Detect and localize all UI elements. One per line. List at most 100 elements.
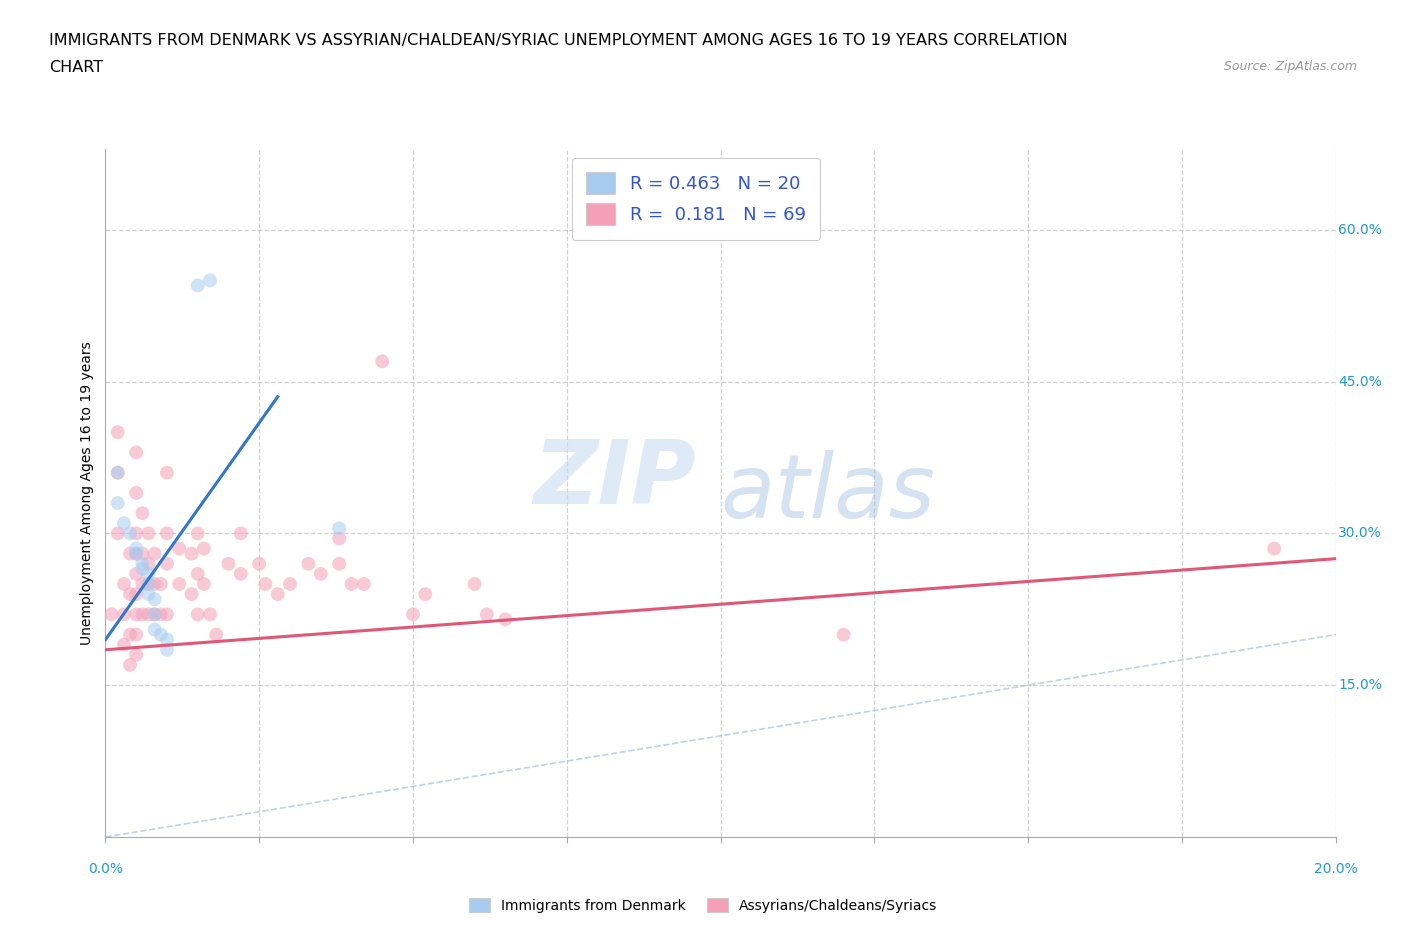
- Point: [193, 541, 215, 556]
- Text: CHART: CHART: [49, 60, 103, 75]
- Point: [205, 627, 228, 642]
- Point: [229, 526, 252, 541]
- Point: [138, 587, 160, 602]
- Point: [107, 526, 129, 541]
- Point: [125, 546, 148, 561]
- Point: [120, 546, 141, 561]
- Point: [125, 485, 148, 500]
- Point: [156, 526, 179, 541]
- Point: [254, 577, 277, 591]
- Point: [138, 607, 160, 622]
- Point: [107, 465, 129, 480]
- Point: [125, 627, 148, 642]
- Point: [143, 607, 166, 622]
- Text: 45.0%: 45.0%: [1339, 375, 1382, 389]
- Text: 0.0%: 0.0%: [89, 862, 122, 876]
- Point: [187, 566, 209, 581]
- Point: [832, 627, 855, 642]
- Point: [131, 607, 153, 622]
- Point: [138, 577, 160, 591]
- Point: [328, 556, 350, 571]
- Point: [198, 272, 221, 287]
- Point: [328, 531, 350, 546]
- Point: [187, 278, 209, 293]
- Point: [218, 556, 240, 571]
- Text: ZIP: ZIP: [533, 435, 696, 523]
- Point: [120, 627, 141, 642]
- Point: [402, 607, 425, 622]
- Point: [125, 587, 148, 602]
- Text: Source: ZipAtlas.com: Source: ZipAtlas.com: [1223, 60, 1357, 73]
- Point: [149, 607, 172, 622]
- Point: [125, 546, 148, 561]
- Point: [193, 577, 215, 591]
- Point: [309, 566, 332, 581]
- Legend: Immigrants from Denmark, Assyrians/Chaldeans/Syriacs: Immigrants from Denmark, Assyrians/Chald…: [464, 893, 942, 919]
- Text: 20.0%: 20.0%: [1313, 862, 1358, 876]
- Point: [278, 577, 301, 591]
- Point: [138, 526, 160, 541]
- Point: [138, 566, 160, 581]
- Point: [143, 577, 166, 591]
- Point: [138, 577, 160, 591]
- Point: [229, 566, 252, 581]
- Point: [107, 465, 129, 480]
- Text: 15.0%: 15.0%: [1339, 678, 1382, 692]
- Point: [112, 577, 135, 591]
- Point: [149, 577, 172, 591]
- Point: [125, 647, 148, 662]
- Point: [125, 445, 148, 459]
- Point: [371, 354, 394, 369]
- Point: [125, 541, 148, 556]
- Point: [143, 622, 166, 637]
- Text: atlas: atlas: [721, 450, 935, 536]
- Point: [494, 612, 516, 627]
- Point: [353, 577, 375, 591]
- Point: [169, 577, 191, 591]
- Point: [125, 526, 148, 541]
- Point: [107, 425, 129, 440]
- Point: [187, 607, 209, 622]
- Point: [156, 632, 179, 647]
- Point: [131, 506, 153, 521]
- Point: [112, 607, 135, 622]
- Text: 30.0%: 30.0%: [1339, 526, 1382, 540]
- Point: [169, 541, 191, 556]
- Point: [149, 627, 172, 642]
- Point: [156, 556, 179, 571]
- Point: [1263, 541, 1285, 556]
- Point: [187, 526, 209, 541]
- Point: [180, 587, 202, 602]
- Point: [100, 607, 122, 622]
- Point: [340, 577, 363, 591]
- Point: [180, 546, 202, 561]
- Text: IMMIGRANTS FROM DENMARK VS ASSYRIAN/CHALDEAN/SYRIAC UNEMPLOYMENT AMONG AGES 16 T: IMMIGRANTS FROM DENMARK VS ASSYRIAN/CHAL…: [49, 33, 1067, 47]
- Point: [156, 607, 179, 622]
- Y-axis label: Unemployment Among Ages 16 to 19 years: Unemployment Among Ages 16 to 19 years: [80, 341, 94, 644]
- Point: [131, 562, 153, 577]
- Point: [125, 607, 148, 622]
- Point: [475, 607, 498, 622]
- Point: [156, 465, 179, 480]
- Point: [143, 591, 166, 606]
- Point: [120, 526, 141, 541]
- Legend: R = 0.463   N = 20, R =  0.181   N = 69: R = 0.463 N = 20, R = 0.181 N = 69: [572, 158, 820, 240]
- Point: [198, 607, 221, 622]
- Point: [143, 607, 166, 622]
- Point: [131, 577, 153, 591]
- Point: [120, 658, 141, 672]
- Point: [131, 556, 153, 571]
- Text: 60.0%: 60.0%: [1339, 223, 1382, 237]
- Point: [107, 496, 129, 511]
- Point: [464, 577, 486, 591]
- Point: [138, 556, 160, 571]
- Point: [112, 637, 135, 652]
- Point: [156, 643, 179, 658]
- Point: [267, 587, 290, 602]
- Point: [297, 556, 319, 571]
- Point: [131, 546, 153, 561]
- Point: [143, 546, 166, 561]
- Point: [125, 566, 148, 581]
- Point: [328, 521, 350, 536]
- Point: [120, 587, 141, 602]
